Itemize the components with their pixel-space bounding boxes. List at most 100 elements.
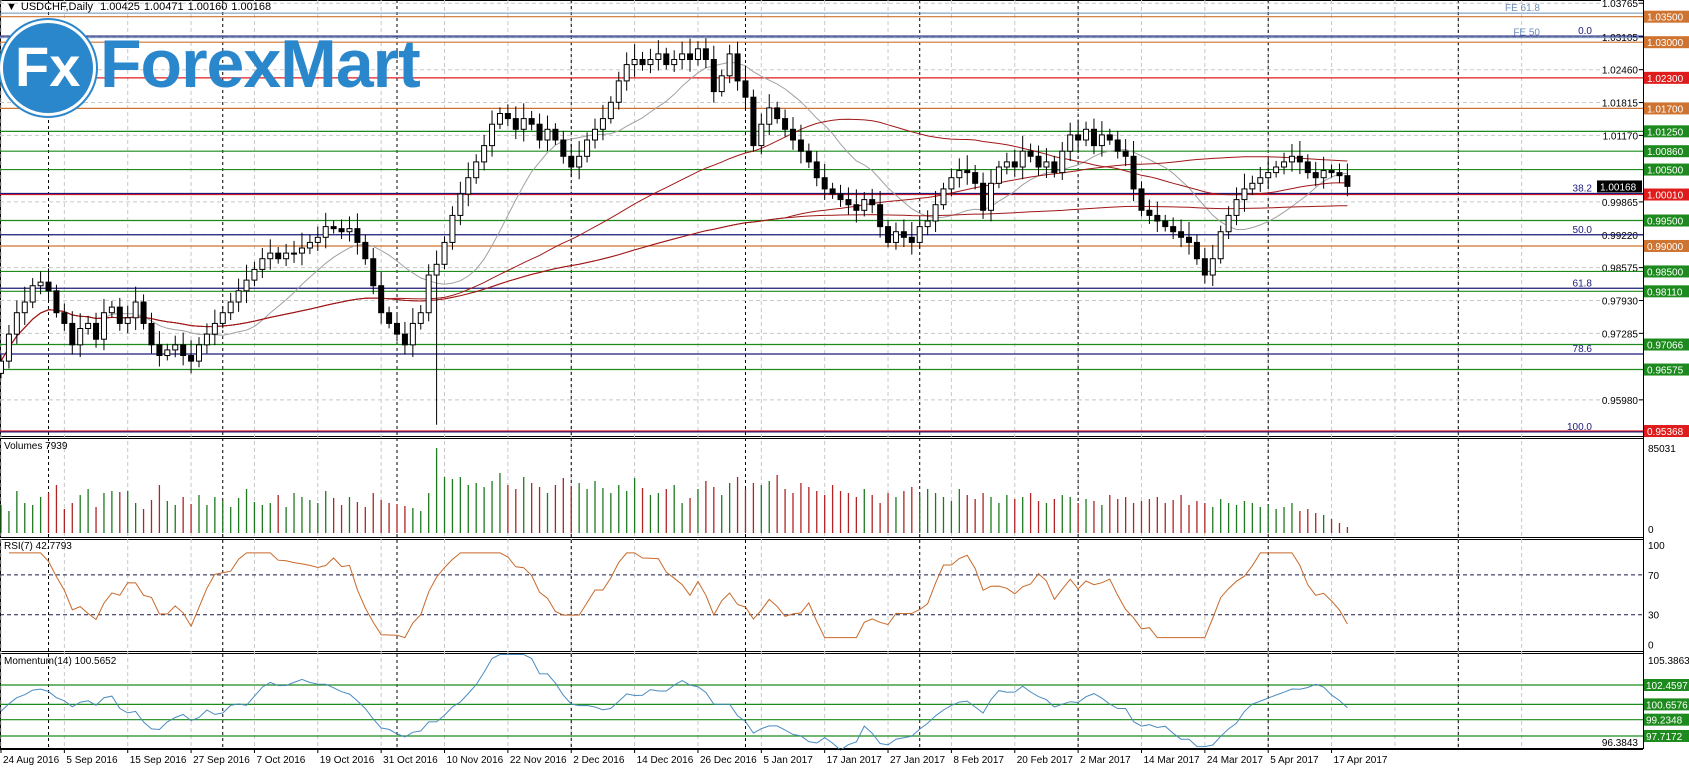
price-level-badge-text: 1.00010 <box>1647 191 1684 202</box>
candle-body <box>1225 214 1232 233</box>
price-axis-label-bg <box>1601 97 1638 109</box>
candle <box>647 48 654 74</box>
candle <box>980 172 987 219</box>
candle <box>188 340 195 374</box>
candle <box>813 151 820 187</box>
candle <box>29 278 36 309</box>
x-axis-label: 5 Jan 2017 <box>763 755 813 766</box>
candle-body <box>1249 182 1256 190</box>
candle-body <box>314 236 321 243</box>
candle-body <box>489 123 496 147</box>
candle <box>37 271 44 295</box>
candle <box>734 41 741 91</box>
candle <box>956 158 963 188</box>
candle <box>116 297 123 331</box>
candle <box>623 52 630 91</box>
candle <box>314 226 321 251</box>
candle <box>1178 219 1185 248</box>
candle-body <box>481 145 488 163</box>
candle <box>932 190 939 233</box>
fib-level-label: 0.0 <box>1578 26 1592 37</box>
candle-body <box>718 75 725 93</box>
candle <box>1304 154 1311 179</box>
candle-body <box>1273 166 1280 174</box>
candle <box>1170 217 1177 240</box>
moving-average-50 <box>0 118 1348 362</box>
logo-wordmark: ForexMart <box>100 26 421 102</box>
candle-body <box>251 268 258 281</box>
candle-body <box>599 118 606 130</box>
candle <box>69 311 76 355</box>
candle-body <box>1003 161 1010 168</box>
momentum-level-badge-text: 100.6576 <box>1646 700 1688 711</box>
candle <box>124 305 131 334</box>
candle <box>473 154 480 184</box>
candle <box>93 312 100 348</box>
candle <box>940 182 947 210</box>
candle <box>599 104 606 141</box>
symbol-timeframe: USDCHF,Daily <box>20 1 94 13</box>
candle <box>544 115 551 152</box>
candle <box>916 218 923 249</box>
price-axis-label-bg <box>1601 295 1638 307</box>
candle <box>227 292 234 321</box>
x-axis-label: 2 Dec 2016 <box>573 755 625 766</box>
x-axis-label: 20 Feb 2017 <box>1017 755 1074 766</box>
candle <box>496 107 503 130</box>
candle-body <box>370 258 377 287</box>
candle <box>1154 201 1161 233</box>
fib-level-label: 61.8 <box>1573 278 1593 289</box>
momentum-level-badge <box>1644 679 1689 691</box>
candle <box>1106 128 1113 145</box>
candle <box>1035 145 1042 176</box>
logo-mark: Fx <box>0 20 96 116</box>
candle-body <box>1241 188 1248 201</box>
candle <box>512 106 519 140</box>
candle <box>805 143 812 169</box>
price-level-badge-text: 1.00860 <box>1647 147 1684 158</box>
candle <box>750 89 757 152</box>
candle-body <box>93 322 100 340</box>
candle <box>821 163 828 200</box>
forexmart-logo: Fx ForexMart <box>0 18 421 116</box>
candle-body <box>940 188 947 206</box>
candle <box>219 306 226 329</box>
candle-body <box>845 199 852 206</box>
candle <box>338 219 345 240</box>
candle-body <box>1146 209 1153 216</box>
candle <box>1011 149 1018 177</box>
candle <box>1225 206 1232 240</box>
price-level-badge <box>1644 163 1689 176</box>
price-level-badge <box>1644 214 1689 227</box>
candle <box>386 306 393 329</box>
candle-body <box>45 281 52 292</box>
candle-body <box>465 177 472 195</box>
rsi-axis-label: 30 <box>1648 611 1660 622</box>
ohlc-high: 1.00471 <box>143 1 184 13</box>
candle <box>718 69 725 97</box>
candle <box>1067 122 1074 161</box>
candle-body <box>306 241 313 249</box>
fib-level-label: 78.6 <box>1573 344 1593 355</box>
price-level-badge-text: 1.01250 <box>1647 127 1684 138</box>
candle <box>845 187 852 215</box>
x-axis-label: 14 Dec 2016 <box>637 755 694 766</box>
candle <box>710 45 717 103</box>
candle-body <box>995 166 1002 184</box>
candle-body <box>259 258 266 270</box>
price-axis-label: 1.03105 <box>1602 33 1639 44</box>
candle <box>489 110 496 157</box>
candle-body <box>560 139 567 157</box>
price-level-badge <box>1644 285 1689 298</box>
symbol-dropdown-icon[interactable]: ▼ <box>6 1 17 13</box>
candle <box>140 294 147 330</box>
candle-body <box>647 58 654 66</box>
candle <box>77 313 84 358</box>
candle <box>972 164 979 190</box>
candle-body <box>932 204 939 222</box>
candle-body <box>774 107 781 120</box>
candle <box>1019 135 1026 180</box>
candle-body <box>1154 214 1161 222</box>
price-axis-label: 1.01815 <box>1602 99 1639 110</box>
